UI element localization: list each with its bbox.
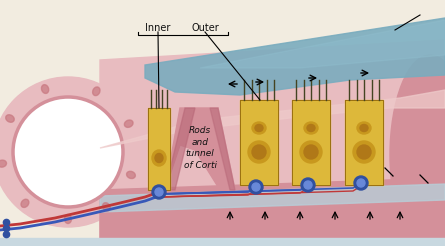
Polygon shape xyxy=(148,108,170,190)
Polygon shape xyxy=(240,100,278,185)
Ellipse shape xyxy=(307,124,315,132)
Circle shape xyxy=(354,176,368,190)
Circle shape xyxy=(152,185,166,199)
Polygon shape xyxy=(165,108,195,190)
Ellipse shape xyxy=(248,141,270,163)
Polygon shape xyxy=(292,100,330,185)
Circle shape xyxy=(252,183,260,191)
Polygon shape xyxy=(145,18,445,95)
Ellipse shape xyxy=(65,215,72,224)
Ellipse shape xyxy=(152,150,166,166)
Ellipse shape xyxy=(0,160,7,167)
Ellipse shape xyxy=(390,55,445,246)
Ellipse shape xyxy=(353,141,375,163)
Ellipse shape xyxy=(357,122,371,134)
Text: Rods
and
tunnel
of Corti: Rods and tunnel of Corti xyxy=(183,126,217,170)
Circle shape xyxy=(13,97,123,207)
Ellipse shape xyxy=(126,171,135,179)
Ellipse shape xyxy=(300,141,322,163)
Ellipse shape xyxy=(41,85,49,93)
Ellipse shape xyxy=(252,122,266,134)
Ellipse shape xyxy=(21,199,29,207)
Polygon shape xyxy=(165,108,235,190)
Polygon shape xyxy=(100,40,445,246)
Ellipse shape xyxy=(125,120,133,127)
Ellipse shape xyxy=(304,122,318,134)
Ellipse shape xyxy=(360,124,368,132)
Polygon shape xyxy=(0,238,445,246)
Ellipse shape xyxy=(102,203,110,211)
Circle shape xyxy=(249,180,263,194)
Polygon shape xyxy=(200,20,445,68)
Ellipse shape xyxy=(357,145,371,159)
Text: Outer: Outer xyxy=(191,23,219,33)
Polygon shape xyxy=(100,178,445,246)
Ellipse shape xyxy=(304,145,318,159)
Ellipse shape xyxy=(252,145,266,159)
Ellipse shape xyxy=(6,115,14,122)
Polygon shape xyxy=(210,108,235,190)
Circle shape xyxy=(357,179,365,187)
Polygon shape xyxy=(100,184,445,212)
Circle shape xyxy=(0,77,143,227)
Polygon shape xyxy=(345,100,383,185)
Ellipse shape xyxy=(155,154,163,163)
Circle shape xyxy=(304,181,312,189)
Ellipse shape xyxy=(255,124,263,132)
Circle shape xyxy=(155,188,163,196)
Polygon shape xyxy=(100,90,445,148)
Circle shape xyxy=(301,178,315,192)
Text: Inner: Inner xyxy=(146,23,171,33)
Ellipse shape xyxy=(93,87,100,96)
